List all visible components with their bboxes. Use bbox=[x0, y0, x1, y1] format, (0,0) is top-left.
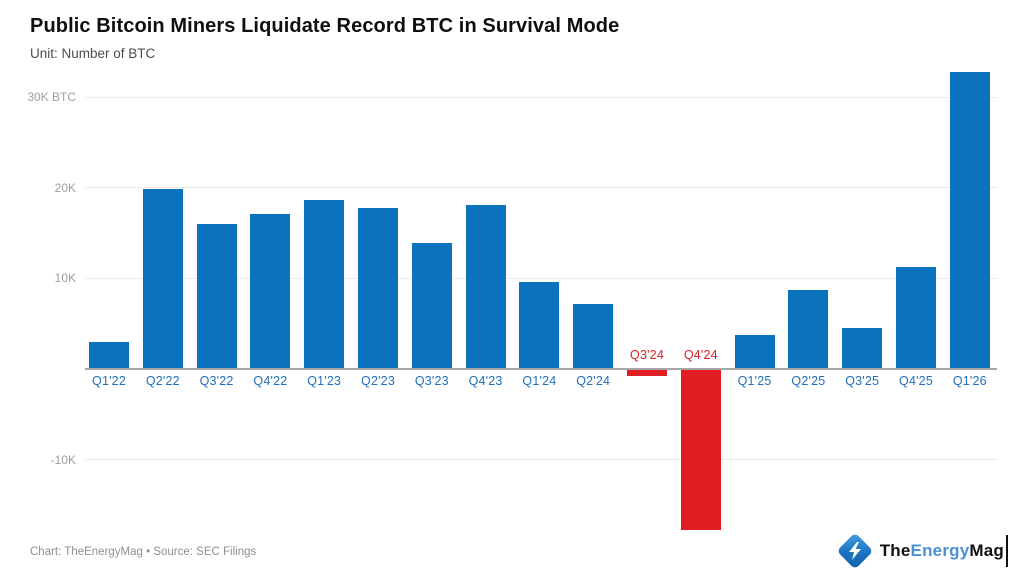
chart-bar-Q1'26 bbox=[949, 71, 990, 369]
chart-bar-Q2'22 bbox=[142, 188, 183, 369]
x-axis-label-Q4'22: Q4'22 bbox=[253, 374, 288, 388]
chart-bar-Q1'22 bbox=[89, 341, 129, 369]
brand-mag: Mag bbox=[969, 541, 1004, 560]
x-axis-label-Q3'22: Q3'22 bbox=[199, 374, 234, 388]
brand-wordmark: The Energy Mag bbox=[880, 535, 1008, 567]
brand-cursor-bar bbox=[1006, 535, 1008, 567]
x-axis-label-Q3'23: Q3'23 bbox=[414, 374, 449, 388]
chart-bar-Q4'25 bbox=[896, 267, 936, 369]
chart-bar-Q4'23 bbox=[465, 204, 506, 369]
chart-bar-Q3'25 bbox=[842, 328, 883, 369]
x-axis-label-Q3'25: Q3'25 bbox=[845, 374, 880, 388]
chart-bar-Q2'25 bbox=[788, 290, 829, 369]
x-axis-label-Q1'23: Q1'23 bbox=[307, 374, 342, 388]
x-axis-label-Q4'23: Q4'23 bbox=[468, 374, 503, 388]
brand-energy: Energy bbox=[910, 541, 970, 560]
chart-bar-Q3'22 bbox=[196, 223, 237, 369]
x-axis-label-Q2'23: Q2'23 bbox=[361, 374, 395, 388]
brand-the: The bbox=[879, 541, 911, 560]
brand-logo: The Energy Mag bbox=[836, 530, 1008, 572]
chart-bar-Q4'22 bbox=[250, 213, 291, 369]
x-axis-label-Q2'22: Q2'22 bbox=[145, 374, 180, 388]
gridline-20K bbox=[85, 187, 997, 189]
x-axis-label-Q1'25: Q1'25 bbox=[737, 374, 772, 388]
chart-title: Public Bitcoin Miners Liquidate Record B… bbox=[30, 15, 620, 37]
chart-bar-Q1'23 bbox=[304, 200, 345, 369]
x-axis-line bbox=[85, 368, 997, 370]
chart-subtitle: Unit: Number of BTC bbox=[30, 46, 156, 61]
gridline-10K bbox=[85, 277, 997, 279]
x-axis-label-Q1'22: Q1'22 bbox=[92, 374, 126, 388]
chart-bar-Q4'24 bbox=[680, 369, 721, 531]
chart-bar-Q3'23 bbox=[411, 242, 452, 369]
lightning-bolt-icon bbox=[836, 532, 874, 570]
chart-bar-Q1'25 bbox=[734, 334, 775, 369]
x-axis-label-Q1'26: Q1'26 bbox=[952, 374, 987, 388]
gridline-30K BTC bbox=[85, 96, 997, 98]
x-axis-label-Q4'24: Q4'24 bbox=[683, 348, 718, 362]
chart-bar-Q2'23 bbox=[358, 207, 398, 369]
x-axis-label-Q4'25: Q4'25 bbox=[899, 374, 933, 388]
y-axis-tick-label: -10K bbox=[50, 452, 76, 467]
chart-credit: Chart: TheEnergyMag • Source: SEC Filing… bbox=[30, 546, 257, 558]
y-axis-tick-label: 10K bbox=[54, 271, 76, 286]
chart-bar-Q2'24 bbox=[573, 303, 614, 369]
x-axis-label-Q2'25: Q2'25 bbox=[791, 374, 826, 388]
y-axis-tick-label: 20K bbox=[54, 180, 76, 195]
chart-bar-Q1'24 bbox=[519, 281, 560, 369]
gridline--10K bbox=[85, 459, 997, 461]
x-axis-label-Q2'24: Q2'24 bbox=[576, 374, 611, 388]
y-axis-tick-label: 30K BTC bbox=[27, 90, 76, 104]
chart-bar-Q3'24 bbox=[627, 369, 667, 377]
x-axis-label-Q1'24: Q1'24 bbox=[522, 374, 557, 388]
x-axis-label-Q3'24: Q3'24 bbox=[630, 348, 664, 362]
